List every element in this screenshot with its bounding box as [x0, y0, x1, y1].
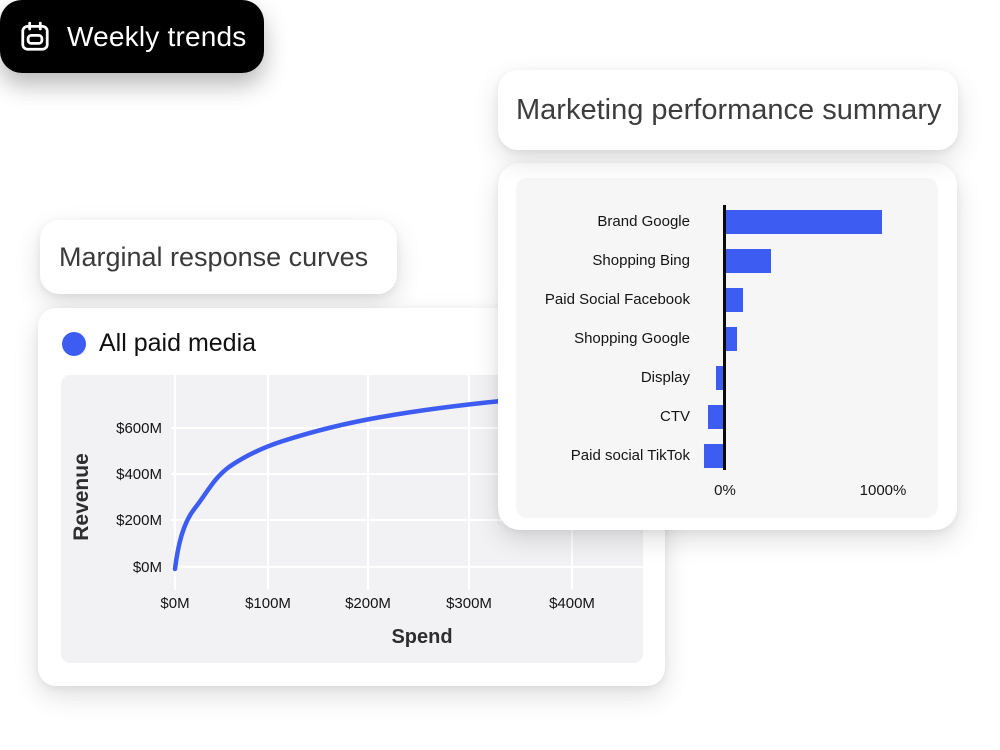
- y-tick-label: $600M: [116, 420, 162, 437]
- line-chart-legend: All paid media: [62, 329, 256, 358]
- bar-x-tick-1000pct: 1000%: [859, 482, 907, 499]
- bar-paid-social-facebook: [724, 287, 743, 312]
- bar-paid-social-tiktok: [704, 443, 724, 468]
- x-tick-label: $300M: [446, 595, 492, 612]
- y-tick-label: $200M: [116, 512, 162, 529]
- line-chart-svg: $0M $200M $400M $600M $0M $100M $200M $300M $400…: [70, 375, 643, 648]
- weekly-trends-chip[interactable]: Weekly trends: [0, 0, 264, 73]
- bar-label-brand-google: Brand Google: [597, 212, 690, 230]
- bar-label-paid-social-facebook: Paid Social Facebook: [544, 290, 690, 308]
- bar-chart-card: Brand Google Shopping Bing Paid Social Fac…: [498, 163, 957, 530]
- x-tick-label: $100M: [245, 595, 291, 612]
- legend-label: All paid media: [99, 329, 257, 357]
- y-axis-title: Revenue: [70, 453, 93, 541]
- response-curves-chip[interactable]: Marginal response curves: [40, 220, 397, 294]
- bar-shopping-google: [724, 326, 738, 351]
- bar-shopping-bing: [724, 248, 772, 273]
- x-axis-title: Spend: [391, 626, 452, 648]
- y-tick-label: $0M: [133, 559, 162, 576]
- bar-axis-line: [722, 205, 726, 470]
- x-tick-label: $0M: [160, 595, 189, 612]
- bar-label-ctv: CTV: [660, 407, 690, 425]
- bar-display: [716, 365, 724, 390]
- legend-dot-icon: [62, 331, 86, 356]
- weekly-trends-label: Weekly trends: [67, 20, 247, 52]
- bar-label-display: Display: [640, 368, 690, 386]
- y-tick-label: $400M: [116, 466, 162, 483]
- x-tick-label: $400M: [549, 595, 595, 612]
- summary-title: Marketing performance summary: [516, 93, 942, 126]
- bar-ctv: [708, 404, 724, 429]
- bar-brand-google: [724, 209, 882, 234]
- summary-title-card: Marketing performance summary: [498, 70, 958, 150]
- bar-x-tick-0pct: 0%: [714, 482, 736, 499]
- bar-label-shopping-google: Shopping Google: [574, 329, 690, 347]
- x-tick-label: $200M: [345, 595, 391, 612]
- calendar-icon: [18, 20, 52, 54]
- bar-label-paid-social-tiktok: Paid social TikTok: [570, 446, 690, 464]
- response-curves-label: Marginal response curves: [59, 241, 369, 272]
- bar-label-shopping-bing: Shopping Bing: [592, 251, 690, 269]
- bar-chart-panel: Brand Google Shopping Bing Paid Social Fac…: [516, 178, 938, 518]
